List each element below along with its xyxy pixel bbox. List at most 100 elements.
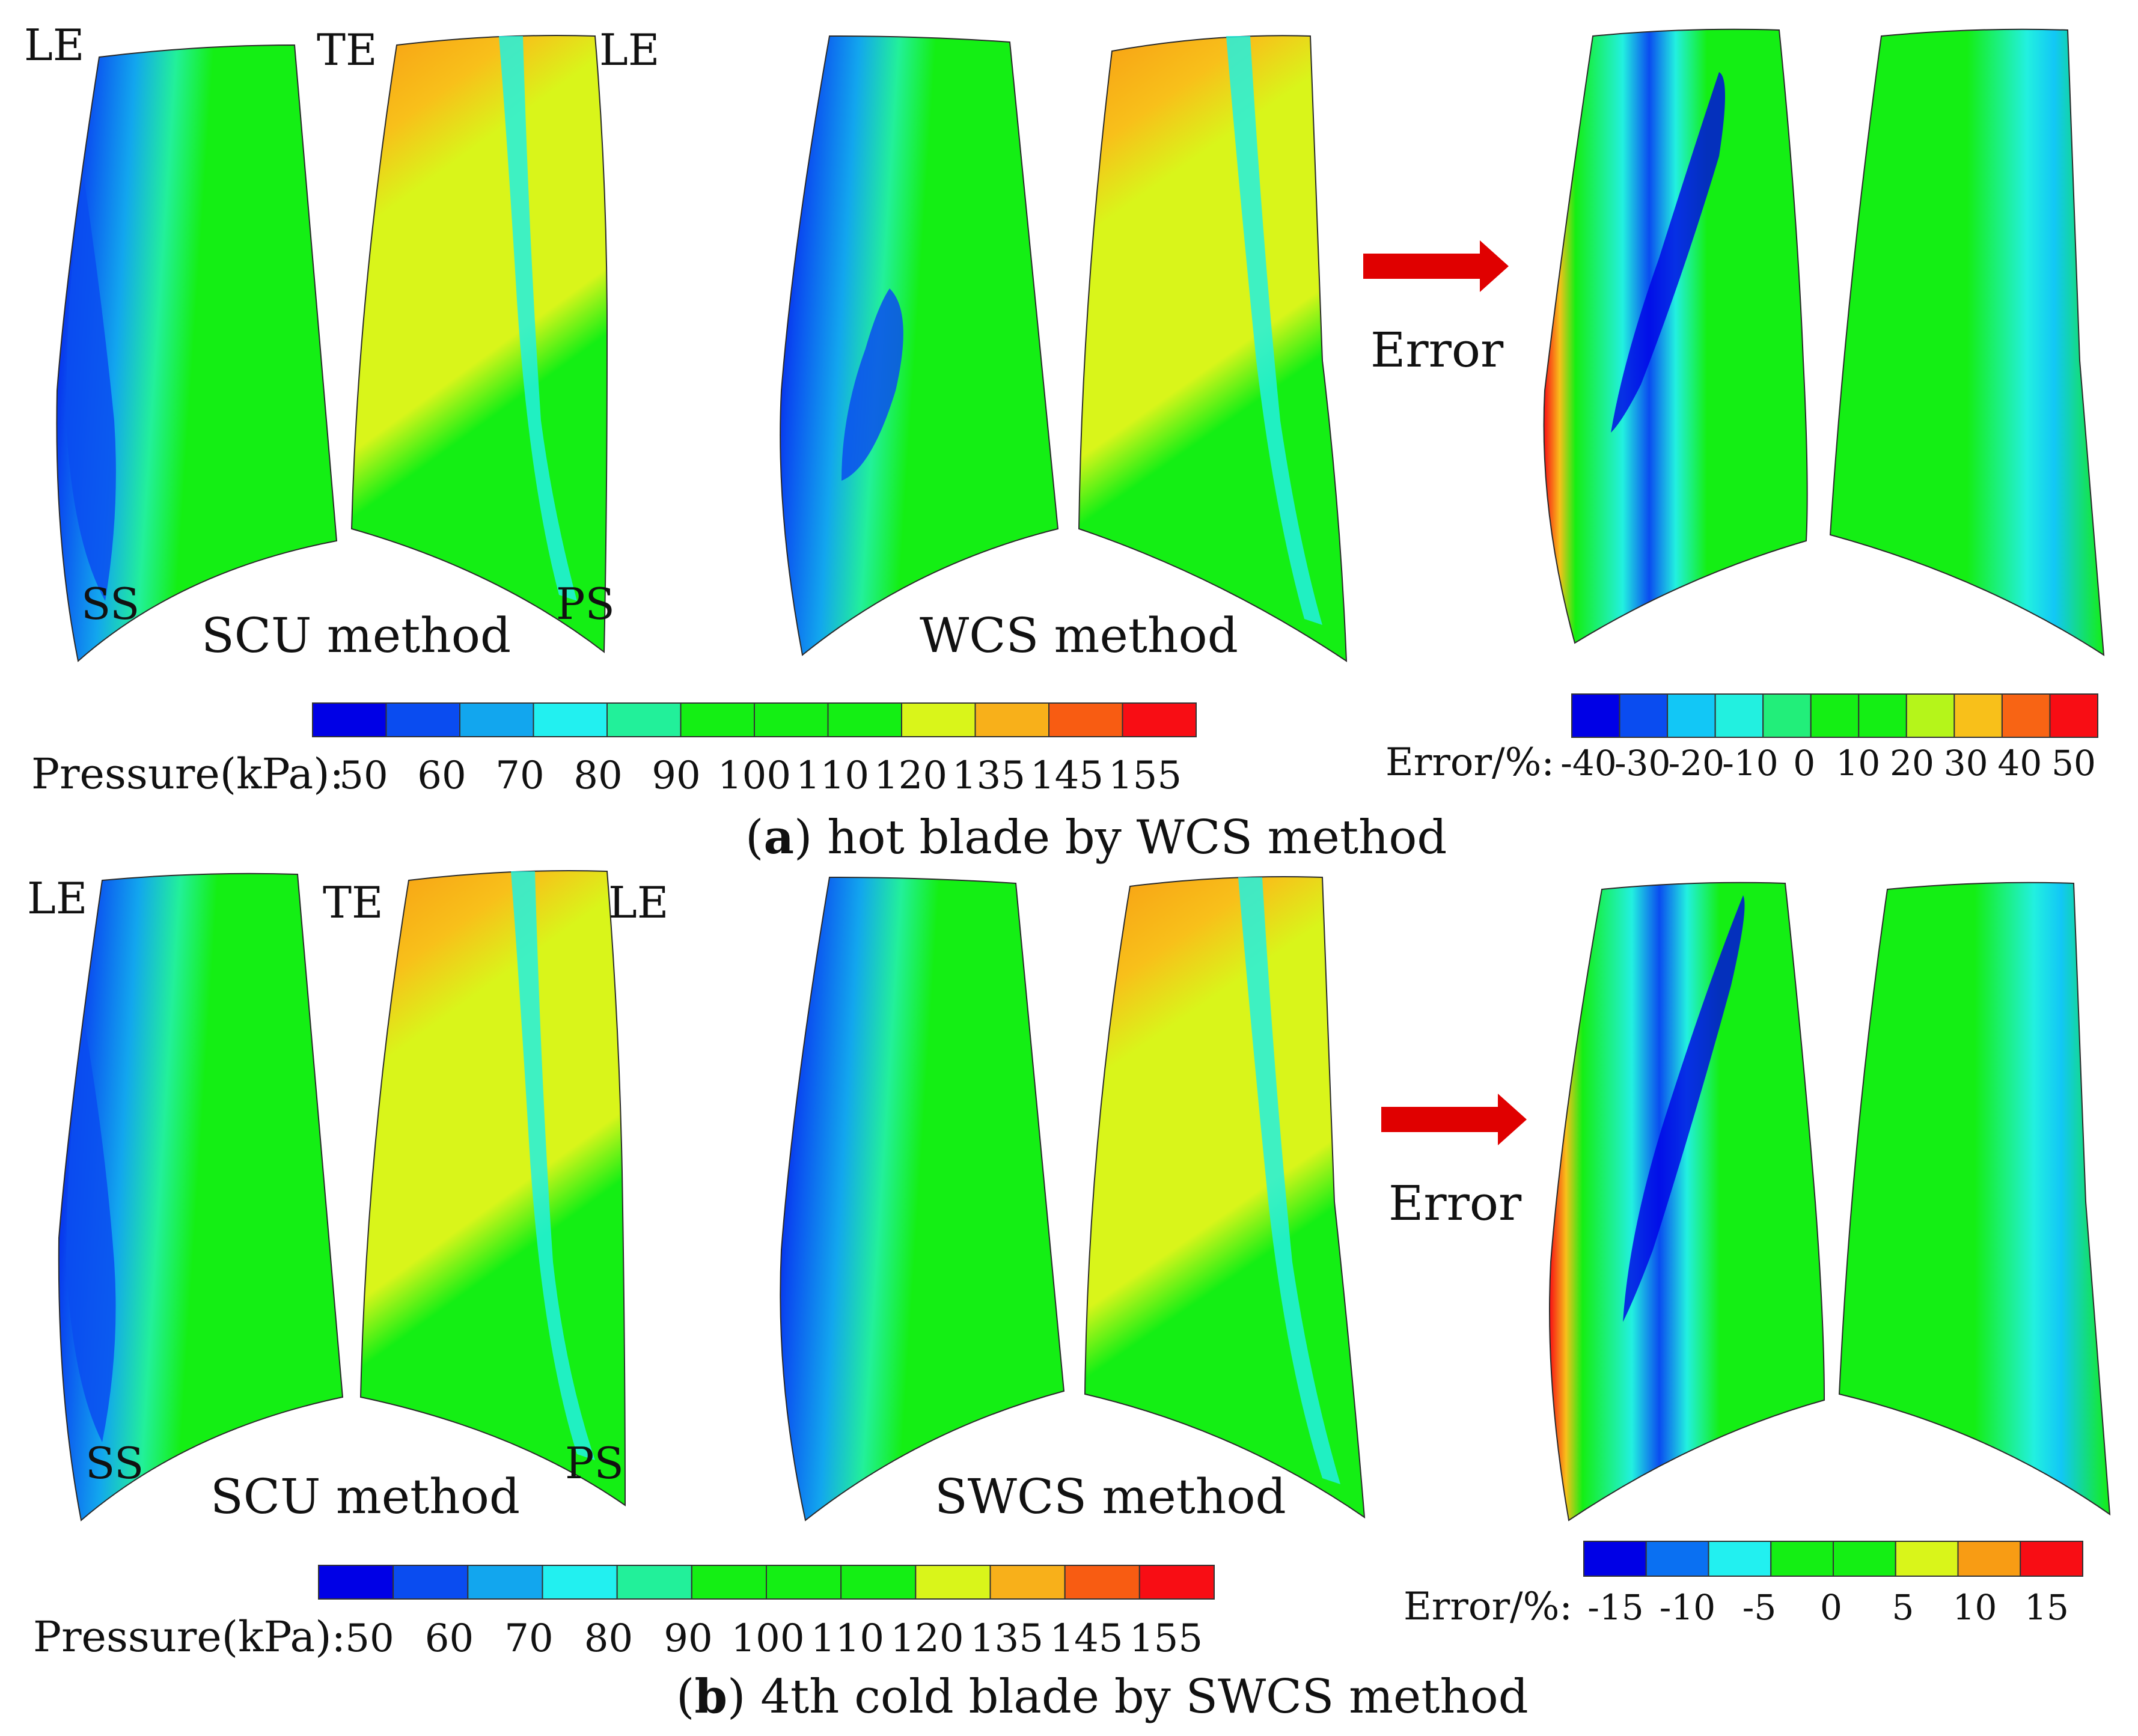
pressure-b-swatch: [840, 1565, 917, 1600]
error-blade-right-b: [1838, 882, 2111, 1516]
pressure-colorbar-b: [318, 1565, 1215, 1600]
error-arrow-b: Error: [1381, 1094, 1527, 1231]
pressure-b-tick-label: 50: [345, 1616, 394, 1661]
pressure-colorbar-a: [312, 702, 1197, 737]
pressure-b-swatch: [1064, 1565, 1140, 1600]
pressure-a-tick-label: 60: [417, 754, 466, 798]
pressure-a-tick-label: 80: [573, 754, 622, 798]
pressure-a-swatch: [312, 702, 387, 737]
blade-low-pressure-band-a: [66, 180, 116, 601]
pressure-a-swatch: [680, 702, 755, 737]
label-te-b: TE: [323, 877, 383, 928]
error-legend-b: Error/%: -15 -10 -5 0 5 10 15: [1403, 1541, 2083, 1629]
pressure-a-tick-label: 110: [796, 754, 869, 798]
error-b-tick-label: -5: [1742, 1587, 1777, 1628]
error-blade-blue-streak-b: [1623, 895, 1745, 1322]
error-blade-blue-streak-a: [1611, 72, 1725, 433]
pressure-b-tick-label: 155: [1129, 1616, 1203, 1661]
pressure-b-tick-label: 135: [970, 1616, 1043, 1661]
error-a-swatch: [1858, 693, 1907, 738]
blade-suction-side-scu-b: [58, 873, 344, 1521]
caption-letter-b: b: [694, 1669, 727, 1724]
pressure-b-swatch: [915, 1565, 991, 1600]
error-a-tick-label: 40: [1997, 743, 2042, 784]
error-a-tick-label: 0: [1793, 743, 1815, 784]
pressure-a-swatch: [827, 702, 902, 737]
error-blade-left-b: [1549, 882, 1825, 1521]
pressure-b-tick-label: 110: [811, 1616, 884, 1661]
error-b-tick-label: -15: [1587, 1587, 1643, 1628]
caption-open-a: (: [745, 811, 763, 865]
error-a-swatch: [2001, 693, 2051, 738]
error-b-swatch: [1895, 1541, 1959, 1577]
pressure-a-tick-label: 120: [874, 754, 947, 798]
pressure-b-swatch: [766, 1565, 842, 1600]
blade-pair-swcs-b: [780, 876, 1366, 1521]
label-ps-b: PS: [565, 1438, 624, 1488]
pressure-a-swatch: [385, 702, 460, 737]
error-a-tick-label: -10: [1722, 743, 1778, 784]
blade-pair-wcs-a: [780, 35, 1348, 662]
error-a-swatch: [1762, 693, 1812, 738]
method-left-b: SCU method: [210, 1469, 520, 1524]
pressure-b-swatch: [392, 1565, 469, 1600]
error-colorbar-b: [1583, 1541, 2083, 1577]
pressure-b-tick-label: 100: [731, 1616, 804, 1661]
label-le-left-b: LE: [27, 873, 87, 924]
blade-suction-side-wcs-a: [780, 35, 1059, 656]
pressure-legend-a: Pressure(kPa): 50 60 70 80 90 100 110 120 135 145…: [31, 702, 1197, 799]
blade-suction-side-swcs-b: [780, 876, 1065, 1521]
error-a-tick-label: -20: [1669, 743, 1724, 784]
error-legend-label-b: Error/%:: [1403, 1585, 1572, 1629]
pressure-b-swatch: [989, 1565, 1066, 1600]
blade-edge-band-scu-a: [499, 36, 577, 601]
error-a-swatch: [1571, 693, 1620, 738]
pressure-b-swatch: [542, 1565, 618, 1600]
error-arrow-a: Error: [1363, 240, 1509, 378]
error-b-swatch: [1645, 1541, 1709, 1577]
error-colorbar-a: [1571, 693, 2099, 738]
error-a-swatch: [1714, 693, 1764, 738]
error-ticks-a: -40-30-20-10 0 10 20 30 40 50: [1560, 743, 2096, 784]
label-ss-a: SS: [81, 579, 139, 629]
error-blade-left-a: [1543, 28, 1808, 644]
error-a-tick-label: 20: [1890, 743, 1934, 784]
arrow-label-a: Error: [1370, 322, 1504, 378]
error-b-swatch: [1583, 1541, 1647, 1577]
error-a-swatch: [1619, 693, 1669, 738]
pressure-a-swatch: [754, 702, 829, 737]
error-a-tick-label: 30: [1944, 743, 1988, 784]
pressure-ticks-b: 50 60 70 80 90 100 110 120 135 145 155: [345, 1616, 1203, 1661]
pressure-a-swatch: [1122, 702, 1197, 737]
blade-edge-band-swcs-b: [1238, 877, 1340, 1484]
error-a-swatch: [1905, 693, 1955, 738]
method-left-a: SCU method: [201, 608, 511, 663]
error-b-swatch: [1708, 1541, 1772, 1577]
method-right-a: WCS method: [920, 608, 1238, 663]
pressure-b-swatch: [616, 1565, 692, 1600]
error-a-swatch: [1810, 693, 1860, 738]
error-a-swatch: [1667, 693, 1716, 738]
error-blade-pair-a: [1543, 28, 2105, 656]
pressure-b-tick-label: 90: [664, 1616, 712, 1661]
caption-b: (b) 4th cold blade by SWCS method: [676, 1669, 1529, 1724]
pressure-a-tick-label: 70: [495, 754, 544, 798]
pressure-a-tick-label: 155: [1108, 754, 1182, 798]
blade-pressure-side-scu-a: [350, 35, 608, 654]
label-le-left-a: LE: [24, 20, 84, 70]
caption-a: (a) hot blade by WCS method: [745, 810, 1447, 865]
error-b-tick-label: 15: [2024, 1587, 2069, 1628]
panel-a: Error LE TE LE SS PS SCU method WCS meth…: [24, 20, 2105, 865]
pressure-a-swatch: [1048, 702, 1123, 737]
pressure-ticks-a: 50 60 70 80 90 100 110 120 135 145 155: [339, 754, 1182, 798]
error-blade-pair-b: [1549, 882, 2111, 1521]
pressure-b-swatch: [691, 1565, 768, 1600]
error-ticks-b: -15 -10 -5 0 5 10 15: [1587, 1587, 2069, 1628]
pressure-legend-label-a: Pressure(kPa):: [31, 749, 344, 799]
error-b-tick-label: -10: [1660, 1587, 1715, 1628]
error-b-tick-label: 10: [1953, 1587, 1997, 1628]
panel-b: Error LE TE LE SS PS SCU method SWCS met…: [27, 870, 2111, 1724]
pressure-a-swatch: [901, 702, 976, 737]
pressure-legend-b: Pressure(kPa): 50 60 70 80 90 100 110 120 135 145…: [33, 1565, 1215, 1661]
